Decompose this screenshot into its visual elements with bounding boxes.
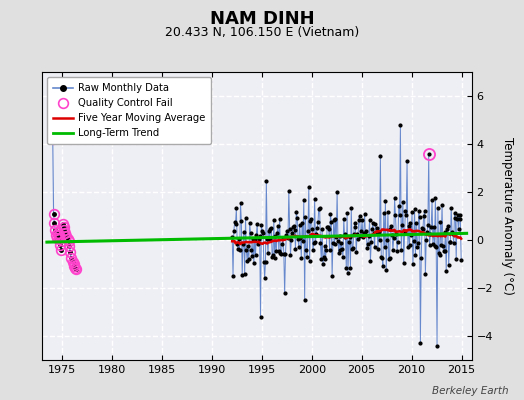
Legend: Raw Monthly Data, Quality Control Fail, Five Year Moving Average, Long-Term Tren: Raw Monthly Data, Quality Control Fail, …: [47, 77, 211, 144]
Text: 20.433 N, 106.150 E (Vietnam): 20.433 N, 106.150 E (Vietnam): [165, 26, 359, 39]
Y-axis label: Temperature Anomaly (°C): Temperature Anomaly (°C): [501, 137, 514, 295]
Text: Berkeley Earth: Berkeley Earth: [432, 386, 508, 396]
Text: NAM DINH: NAM DINH: [210, 10, 314, 28]
